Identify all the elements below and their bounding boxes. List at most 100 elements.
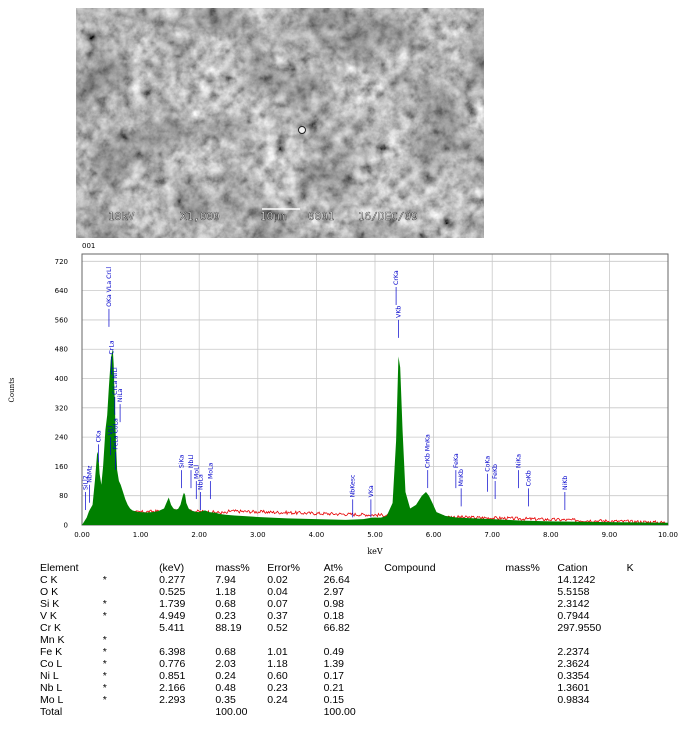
table-cell: 0.776 [159,658,186,670]
x-tick-label: 9.00 [602,531,618,539]
peak-label: NbLa [197,474,204,490]
peak-label: OKa VLa CrLl [106,267,113,307]
table-cell: * [102,646,107,658]
table-cell: * [102,658,107,670]
table-cell: 0.851 [159,670,186,682]
table-cell: 1.18 [267,658,288,670]
table-cell: 2.3624 [557,658,590,670]
table-cell: 0.21 [323,682,345,694]
table-cell: 14.1242 [557,574,596,586]
table-cell: * [102,682,107,694]
sem-particle [298,126,306,134]
table-cell [627,634,670,646]
table-cell [505,634,557,646]
table-cell: 0.7944 [557,610,590,622]
peak-label: CoKa [485,456,492,472]
table-cell: O K [40,586,59,598]
table-cell [384,598,505,610]
table-cell: Fe K [40,646,63,658]
table-body: C K * 0.277 7.94 0.02 26.64 14.1242 O K 0.525 1.1… [40,574,670,718]
peak-label: FeKa [453,453,460,468]
table-row: Si K * 1.739 0.68 0.07 0.98 2.3142 [40,598,670,610]
sem-scale-label: 10µm [260,210,287,223]
peak-label: NbMz [87,466,94,483]
table-cell [557,634,626,646]
sem-data-bar: 10kV X1,000 10µm 0001 16/DEC/09 [108,210,418,223]
table-cell [384,610,505,622]
table-cell [505,706,557,718]
table-cell [384,634,505,646]
table-cell: 2.293 [159,694,186,706]
peak-label: CrLa [108,340,115,354]
table-cell [384,646,505,658]
table-cell: 26.64 [323,574,350,586]
table-cell [505,646,557,658]
header-kev: (keV) [159,562,185,574]
table-cell [627,610,670,622]
table-cell: 2.166 [159,682,186,694]
table-cell: Mn K [40,634,65,646]
table-cell: Si K [40,598,60,610]
table-header-row: Element (keV) mass% Error% At% Compound … [40,562,670,574]
chart-title: 001 [82,242,95,250]
table-cell: 2.2374 [557,646,590,658]
sem-accel-label: 10kV [108,210,135,223]
sem-shadow [76,8,484,238]
x-tick-label: 1.00 [133,531,149,539]
table-cell: 0.35 [215,694,236,706]
peak-label: FeKb [492,464,499,479]
table-cell: 0.17 [323,670,345,682]
table-cell [627,670,670,682]
table-cell: 1.3601 [557,682,590,694]
table-cell [627,586,670,598]
table-cell [505,622,557,634]
x-tick-label: 7.00 [484,531,500,539]
x-tick-label: 5.00 [367,531,383,539]
peak-label: MnKb [458,469,465,486]
table-cell [103,622,159,634]
table-cell: 0.3354 [557,670,590,682]
table-cell [627,706,670,718]
y-tick-label: 560 [55,316,68,324]
header-element: Element [40,562,79,574]
table-cell [159,634,215,646]
table-cell: 0.15 [323,694,345,706]
y-tick-label: 720 [55,258,68,266]
table-cell [103,586,159,598]
header-compound: Compound [384,562,436,574]
peak-label: NbKesc [350,474,357,497]
table-cell: 66.82 [323,622,350,634]
table-cell: 0.68 [215,646,236,658]
table-cell: 4.949 [159,610,186,622]
sem-date-label: 16/DEC/09 [358,210,418,223]
x-tick-label: 6.00 [426,531,442,539]
table-cell [267,706,323,718]
sem-micrograph: 10kV X1,000 10µm 0001 16/DEC/09 [76,8,484,238]
table-cell: Total [40,706,63,718]
peak-label: SiKa [179,454,186,468]
table-cell: 100.00 [215,706,248,718]
header-mass: mass% [215,562,250,574]
table-cell [627,598,670,610]
header-compound-mass: mass% [505,562,540,574]
peak-label: CrKb MnKa [425,434,432,468]
peak-label: VKa [368,485,375,497]
table-cell: Cr K [40,622,61,634]
peak-label: FeLa CoLa [112,418,119,450]
table-cell [627,694,670,706]
table-cell [384,574,505,586]
peak-label: NiLa [117,388,124,402]
table-row: Nb L * 2.166 0.48 0.23 0.21 1.3601 [40,682,670,694]
header-error: Error% [267,562,300,574]
y-tick-label: 400 [55,375,68,383]
table-cell: 2.3142 [557,598,590,610]
table-cell: 6.398 [159,646,186,658]
table-cell [505,658,557,670]
table-cell: 88.19 [215,622,242,634]
table-cell [505,598,557,610]
table-cell [627,622,670,634]
table-cell: * [102,574,107,586]
table-cell: 0.18 [323,610,345,622]
table-row: Mn K * [40,634,670,646]
table-cell: 0.52 [267,622,288,634]
